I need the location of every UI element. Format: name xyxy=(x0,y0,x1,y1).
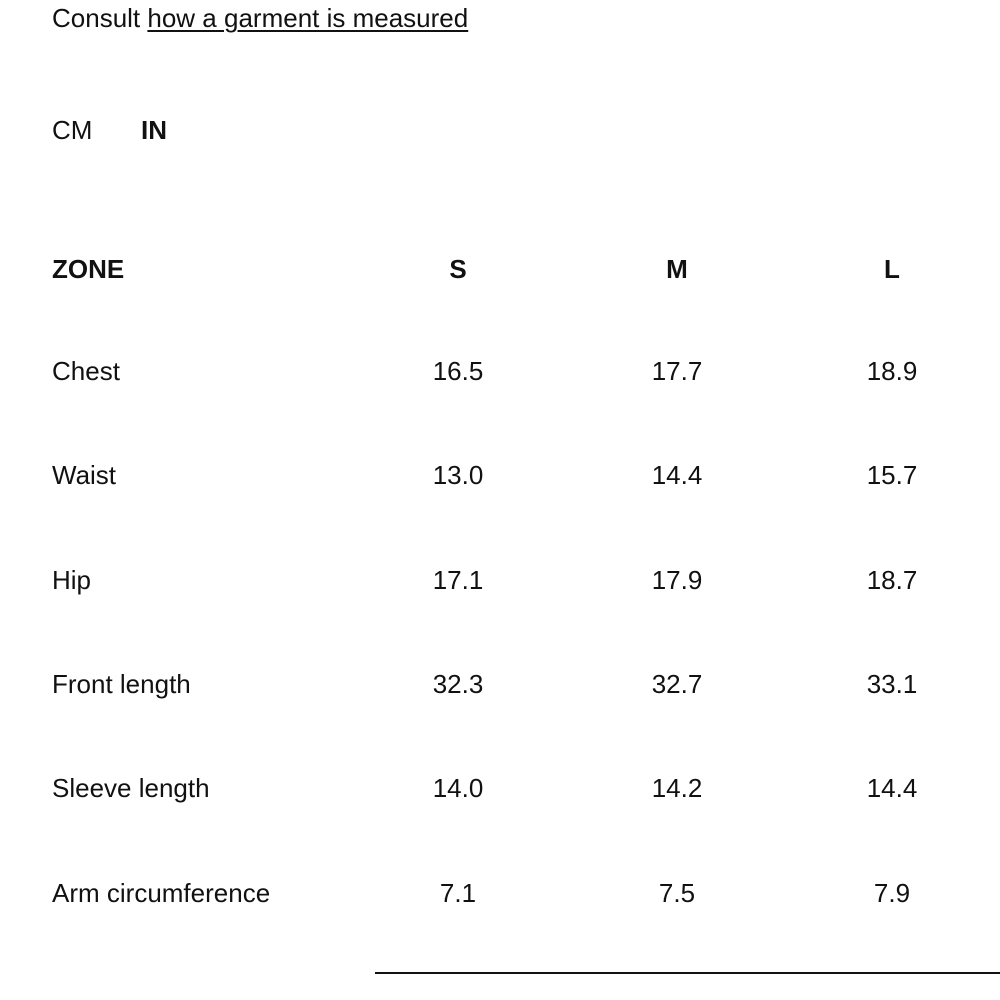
divider xyxy=(375,972,1000,974)
size-value: 7.1 xyxy=(439,877,477,908)
size-value: 13.0 xyxy=(432,460,484,491)
size-value: 17.1 xyxy=(432,564,484,595)
size-value: 32.7 xyxy=(651,668,703,699)
unit-option[interactable]: CM xyxy=(52,115,93,145)
size-value: 17.9 xyxy=(651,564,703,595)
zone-label: Waist xyxy=(52,460,117,491)
size-value: 14.4 xyxy=(866,773,918,804)
zone-label: Arm circumference xyxy=(52,877,271,908)
size-value: 33.1 xyxy=(866,668,918,699)
zone-label: Hip xyxy=(52,564,92,595)
size-value: 15.7 xyxy=(866,460,918,491)
header-cell: ZONE xyxy=(52,254,125,284)
size-value: 14.2 xyxy=(651,773,703,804)
size-value: 14.4 xyxy=(651,460,703,491)
header-cell: M xyxy=(666,254,688,284)
zone-label: Chest xyxy=(52,356,120,386)
zone-label: Sleeve length xyxy=(52,773,210,804)
size-value: 16.5 xyxy=(432,356,484,386)
size-value: 17.7 xyxy=(651,356,703,386)
size-value: 7.9 xyxy=(873,877,911,908)
intro: Consult how a garment is measured xyxy=(52,5,468,31)
size-value: 32.3 xyxy=(432,668,484,699)
size-value: 14.0 xyxy=(432,773,484,804)
size-value: 18.7 xyxy=(866,564,918,595)
header-cell: S xyxy=(449,254,467,284)
zone-label: Front length xyxy=(52,668,191,699)
unit-option-selected[interactable]: IN xyxy=(141,115,167,145)
intro-text: Consult xyxy=(52,3,141,33)
measure-link[interactable]: how a garment is measured xyxy=(147,3,469,33)
size-value: 7.5 xyxy=(658,877,696,908)
header-cell: L xyxy=(884,254,900,284)
size-value: 18.9 xyxy=(866,356,918,386)
